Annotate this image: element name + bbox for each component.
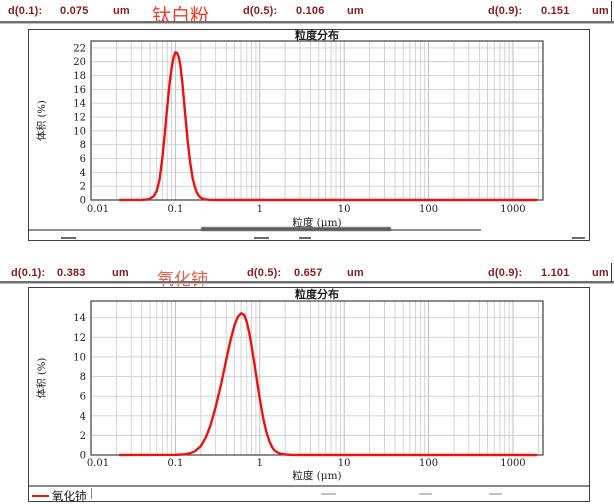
legend-separator [29,485,589,487]
svg-text:12: 12 [73,113,86,124]
scan-edge-artifact [611,263,612,282]
svg-text:4: 4 [80,411,86,422]
d05-unit: um [347,267,364,279]
d05-unit: um [347,5,364,17]
svg-text:0: 0 [80,196,86,207]
smudge-dash [299,237,311,239]
svg-text:16: 16 [73,85,86,96]
svg-text:1000: 1000 [500,204,525,215]
svg-text:0.01: 0.01 [87,458,109,469]
svg-text:8: 8 [80,372,86,383]
smudge-dash [489,493,502,495]
d01-label: d(0.1): [8,5,43,17]
d09-value: 1.101 [541,267,570,279]
d05-value: 0.106 [296,5,325,17]
svg-text:4: 4 [80,168,86,179]
sample-annotation-cerium: 氧化铈 [157,270,208,290]
smudge-blob [201,227,391,231]
svg-text:粒度分布: 粒度分布 [295,288,339,301]
svg-text:0: 0 [80,451,86,462]
legend-label: 氧化铈 [52,489,87,503]
d09-label: d(0.9): [488,5,523,17]
svg-text:14: 14 [73,313,86,324]
svg-text:100: 100 [419,204,438,215]
svg-text:6: 6 [80,392,86,403]
svg-text:0.1: 0.1 [167,204,183,215]
distribution-chart-titanium: 0 2 4 6 8 10 12 14 16 18 20 22 0.01 0.1 1 10 100 1000 粒度分布… [36,30,544,229]
svg-text:100: 100 [419,458,438,469]
sample-annotation-titanium: 钛白粉 [152,5,210,27]
svg-text:体积 (%): 体积 (%) [36,100,48,141]
d01-unit: um [112,267,129,279]
d05-label: d(0.5): [243,5,278,17]
smudge-dash [254,237,269,239]
svg-text:10: 10 [338,204,351,215]
d01-value: 0.075 [60,5,89,17]
svg-text:1: 1 [257,204,263,215]
smudge-stub [91,488,92,499]
svg-text:粒度 (μm): 粒度 (μm) [292,216,341,229]
legend: 氧化铈 [32,488,87,504]
svg-text:1: 1 [257,458,263,469]
svg-text:10: 10 [73,352,86,363]
svg-text:20: 20 [73,57,86,68]
svg-text:1000: 1000 [500,458,525,469]
d09-value: 0.151 [541,5,570,17]
d09-label: d(0.9): [488,267,523,279]
stats-row-cerium: d(0.1): 0.383 um 氧化铈 d(0.5): 0.657 um d(… [0,262,614,290]
svg-text:12: 12 [73,333,86,344]
svg-text:2: 2 [80,431,86,442]
svg-text:22: 22 [73,43,86,54]
svg-text:0.1: 0.1 [167,458,183,469]
smudge-dash [419,493,432,495]
svg-text:体积 (%): 体积 (%) [36,358,48,399]
legend-line-swatch [32,495,49,497]
svg-text:8: 8 [80,140,86,151]
d01-value: 0.383 [57,267,86,279]
svg-text:粒度 (μm): 粒度 (μm) [292,469,341,482]
smudge-dash [321,493,336,495]
header-rule-bottom [0,281,614,283]
scan-edge-artifact [611,1,612,21]
smudge-dash [61,237,76,239]
svg-text:10: 10 [338,458,351,469]
chart-panel-cerium: 0 2 4 6 8 10 12 14 0.01 0.1 1 10 100 1000 粒度分布粒度 (μm) 体… [28,287,590,504]
svg-text:0.01: 0.01 [87,204,109,215]
d09-unit: um [592,5,609,17]
svg-text:粒度分布: 粒度分布 [295,30,339,42]
svg-text:2: 2 [80,182,86,193]
smudge-dash [572,237,585,239]
chart-panel-titanium: 0 2 4 6 8 10 12 14 16 18 20 22 0.01 0.1 1 10 100 1000 粒度分布… [28,29,590,241]
svg-text:10: 10 [73,126,86,137]
d01-label: d(0.1): [11,267,46,279]
d05-label: d(0.5): [247,267,282,279]
svg-text:18: 18 [73,71,86,82]
d05-value: 0.657 [294,267,323,279]
d01-unit: um [113,5,130,17]
svg-text:14: 14 [73,99,86,110]
svg-text:6: 6 [80,154,86,165]
header-rule-top [0,21,614,23]
d09-unit: um [592,267,609,279]
